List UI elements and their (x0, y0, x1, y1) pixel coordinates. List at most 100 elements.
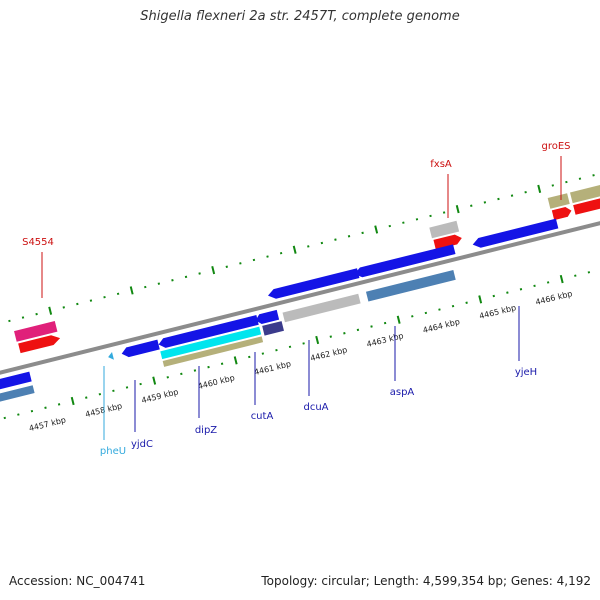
ruler-top-tick (157, 282, 161, 285)
ruler-top-tick (292, 245, 297, 254)
ruler-top-tick (171, 279, 174, 282)
ruler-top-tick (388, 224, 391, 228)
tick-label: 4457 kbp (28, 415, 67, 433)
feature-red-fxsA (433, 234, 462, 250)
ruler-top-tick (144, 285, 147, 289)
ruler-top-tick (374, 225, 379, 234)
ruler-bottom-tick (70, 396, 75, 406)
ruler-bottom-tick (275, 348, 278, 352)
ruler-top-tick (497, 197, 500, 201)
ruler-bottom-tick (302, 342, 305, 345)
ruler-bottom-tick (438, 308, 441, 311)
gene-label-yjdC: yjdC (131, 439, 153, 450)
ruler-bottom-tick (139, 382, 142, 386)
ruler-top (8, 174, 595, 323)
ruler-top-tick (103, 295, 106, 299)
ruler-bottom-tick (424, 311, 428, 315)
ruler-top-tick (524, 191, 527, 194)
ruler-bottom-tick (44, 406, 47, 409)
ruler-bottom-tick (248, 355, 251, 359)
top-strand-features (14, 182, 600, 354)
gene-label-groES: groES (541, 141, 570, 152)
ruler-bottom-tick (17, 413, 20, 416)
feature-gray-fxsA (429, 220, 460, 239)
gene-arrow-dcuA (267, 268, 360, 299)
gene-arrow-cutA (255, 309, 280, 324)
ruler-top-tick (21, 316, 25, 319)
ruler-top-tick (184, 275, 188, 279)
ruler-top-tick (429, 214, 432, 218)
tick-label: 4466 kbp (535, 289, 574, 307)
ruler-bottom-tick (370, 325, 373, 328)
genome-backbone (0, 213, 600, 383)
tick-label: 4462 kbp (309, 345, 348, 363)
ruler-top-tick (8, 319, 11, 323)
forward-genes (267, 218, 559, 299)
ruler-top-tick (470, 204, 473, 207)
feature-steel-left (0, 385, 35, 406)
ruler-top-tick (537, 184, 542, 193)
topology-text: Topology: circular; Length: 4,599,354 bp… (261, 574, 591, 588)
gene-arrow-yjdC (121, 339, 160, 358)
ruler-bottom-tick (411, 315, 414, 318)
ruler-top-tick (483, 201, 487, 204)
ruler-top-tick (225, 265, 228, 268)
ruler-bottom (3, 271, 591, 420)
gene-arrow-dipZ (158, 315, 259, 348)
gene-arrow-aspA (354, 244, 456, 278)
feature-slate-cutA (262, 321, 284, 336)
ruler-top-tick (307, 245, 310, 248)
ruler-top-tick (334, 238, 337, 241)
gene-label-yjeH: yjeH (515, 367, 537, 378)
ruler-bottom-tick (383, 321, 387, 325)
ruler-bottom-tick (125, 386, 129, 389)
ruler-bottom-tick (343, 332, 346, 335)
gene-label-dcuA: dcuA (303, 402, 328, 413)
ruler-bottom-tick (492, 294, 496, 298)
ruler-top-tick (279, 251, 283, 255)
gene-arrow-pheU (108, 352, 114, 360)
ruler-top-tick (565, 180, 568, 184)
ruler-top-tick (266, 255, 269, 258)
ruler-top-tick (35, 312, 38, 316)
ruler-bottom-tick (478, 295, 483, 304)
ruler-top-tick (198, 272, 201, 275)
feature-gray-dcuA (282, 293, 361, 323)
ruler-top-tick (116, 292, 120, 296)
feature-red-s4554 (18, 335, 61, 354)
gene-label-pheU: pheU (100, 446, 126, 457)
ruler-bottom-tick (519, 288, 523, 291)
ruler-top-tick (592, 174, 595, 177)
tick-label: 4460 kbp (197, 373, 236, 391)
ruler-bottom-tick (233, 356, 238, 365)
feature-red-groEL (573, 195, 600, 215)
ruler-top-tick (239, 262, 242, 265)
ruler-bottom-tick (180, 372, 183, 376)
ruler-top-tick (211, 265, 216, 275)
ruler-bottom-tick (207, 365, 210, 369)
ruler-top-tick (402, 221, 405, 224)
ruler-bottom-tick (30, 409, 34, 413)
ruler-bottom-tick (85, 396, 88, 399)
reverse-genes (0, 270, 456, 406)
gene-arrow-left-0 (0, 371, 32, 394)
gene-label-cutA: cutA (251, 411, 274, 422)
ruler-top-tick (76, 302, 79, 306)
ruler-bottom-tick (533, 284, 536, 288)
feature-magenta (14, 320, 58, 342)
ruler-bottom-tick (506, 291, 509, 294)
ruler-bottom-tick (3, 416, 6, 420)
feature-red-groES (551, 207, 572, 221)
ruler-top-tick (455, 205, 460, 214)
ruler-bottom-tick (152, 376, 157, 385)
ruler-bottom-tick (315, 335, 320, 345)
feature-khaki-dipZ (162, 336, 264, 367)
ruler-bottom-tick (329, 335, 332, 338)
ruler-bottom-tick (288, 345, 292, 349)
ruler-bottom-tick (396, 315, 401, 324)
ruler-top-tick (361, 231, 364, 235)
gene-label-S4554: S4554 (22, 237, 54, 248)
ruler-top-tick (252, 258, 256, 262)
ruler-top-tick (510, 194, 514, 197)
